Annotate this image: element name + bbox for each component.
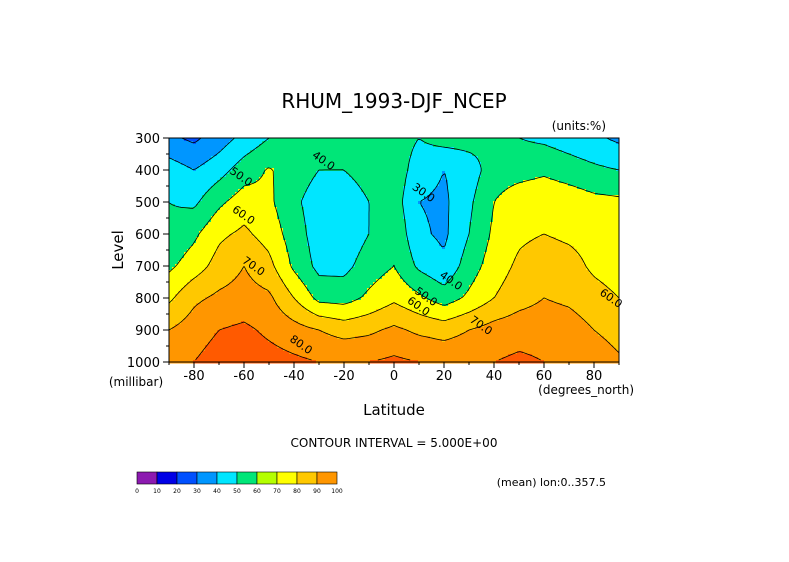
chart-title: RHUM_1993-DJF_NCEP bbox=[281, 89, 506, 113]
y-tick-label: 500 bbox=[135, 196, 160, 211]
x-tick-label: 80 bbox=[586, 369, 603, 384]
colorbar-swatch bbox=[137, 472, 157, 484]
colorbar-label: 10 bbox=[153, 488, 161, 495]
colorbar-swatch bbox=[177, 472, 197, 484]
colorbar: 0 10 20 30 40 50 60 70 80 90 100 bbox=[135, 472, 343, 495]
colorbar-label: 20 bbox=[173, 488, 181, 495]
colorbar-label: 0 bbox=[135, 488, 139, 495]
y-tick-label: 300 bbox=[135, 132, 160, 147]
colorbar-label: 40 bbox=[213, 488, 221, 495]
x-axis-title: Latitude bbox=[363, 401, 425, 419]
x-tick-label: 0 bbox=[390, 369, 398, 384]
y-tick-label: 700 bbox=[135, 260, 160, 275]
y-tick-label: 400 bbox=[135, 164, 160, 179]
y-axis-unit: (millibar) bbox=[109, 375, 163, 389]
x-tick-label: 20 bbox=[436, 369, 453, 384]
x-tick-label: 60 bbox=[536, 369, 553, 384]
x-tick-label: -60 bbox=[233, 369, 254, 384]
colorbar-label: 70 bbox=[273, 488, 281, 495]
x-tick-label: -40 bbox=[283, 369, 304, 384]
y-tick-label: 600 bbox=[135, 228, 160, 243]
units-label: (units:%) bbox=[552, 119, 606, 133]
y-tick-label: 1000 bbox=[127, 356, 160, 371]
x-tick-label: -20 bbox=[333, 369, 354, 384]
colorbar-swatch bbox=[277, 472, 297, 484]
colorbar-swatch bbox=[257, 472, 277, 484]
contour-interval-text: CONTOUR INTERVAL = 5.000E+00 bbox=[291, 436, 498, 450]
x-tick-label: 40 bbox=[486, 369, 503, 384]
footer-mean-lon: (mean) lon:0..357.5 bbox=[497, 476, 606, 489]
colorbar-swatch bbox=[317, 472, 337, 484]
colorbar-swatch bbox=[297, 472, 317, 484]
x-axis-unit: (degrees_north) bbox=[538, 383, 634, 397]
colorbar-label: 80 bbox=[293, 488, 301, 495]
colorbar-swatch bbox=[217, 472, 237, 484]
colorbar-label: 90 bbox=[313, 488, 321, 495]
colorbar-label: 50 bbox=[233, 488, 241, 495]
colorbar-swatch bbox=[237, 472, 257, 484]
colorbar-label: 60 bbox=[253, 488, 261, 495]
colorbar-swatch bbox=[197, 472, 217, 484]
y-tick-label: 900 bbox=[135, 324, 160, 339]
x-tick-label: -80 bbox=[183, 369, 204, 384]
y-axis-title: Level bbox=[109, 230, 127, 270]
y-tick-label: 800 bbox=[135, 292, 160, 307]
colorbar-swatch bbox=[157, 472, 177, 484]
colorbar-label: 30 bbox=[193, 488, 201, 495]
colorbar-label: 100 bbox=[331, 488, 343, 495]
